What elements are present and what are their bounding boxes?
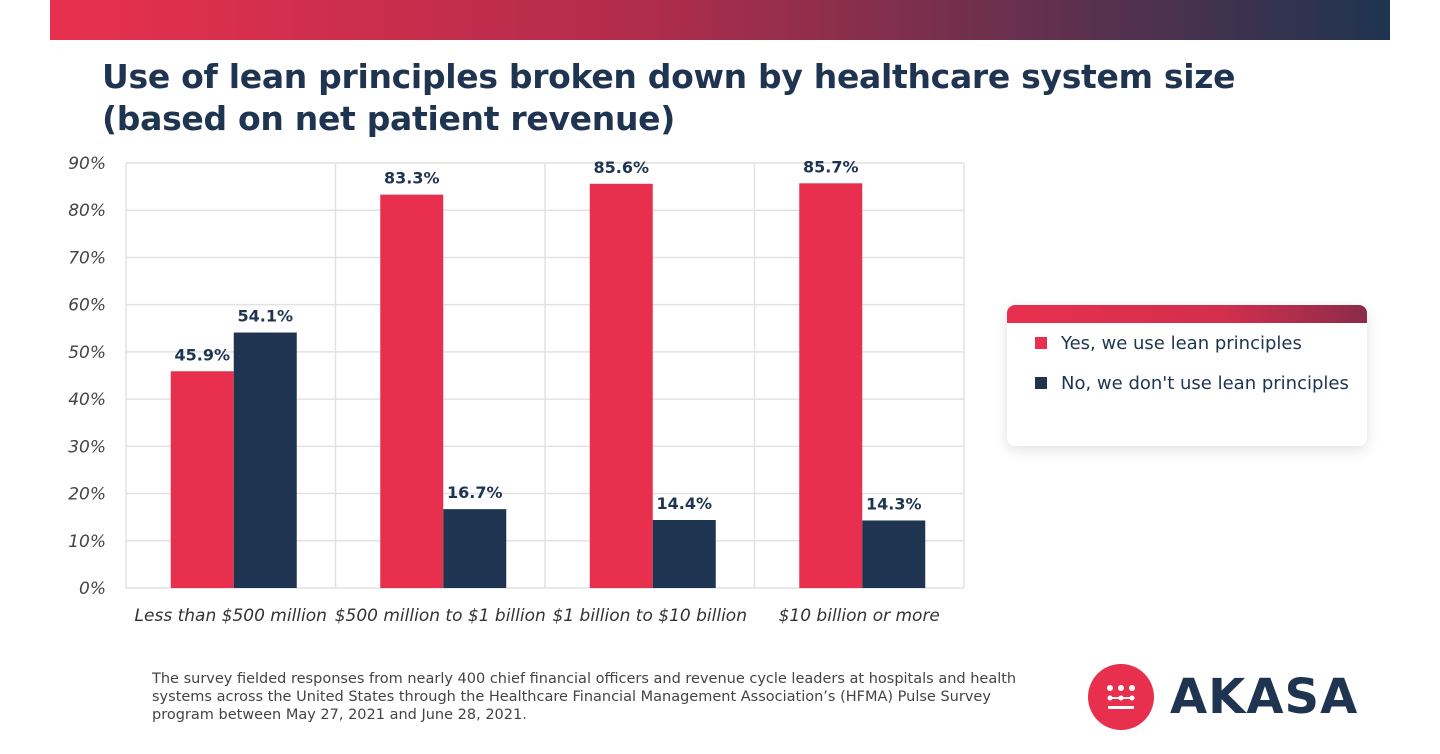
y-tick-label: 60% bbox=[68, 296, 106, 316]
y-tick-label: 30% bbox=[68, 437, 106, 457]
x-category-label: $10 billion or more bbox=[779, 606, 940, 626]
legend-item-yes: Yes, we use lean principles bbox=[1035, 323, 1367, 363]
x-category-label: Less than $500 million bbox=[135, 606, 327, 626]
legend-label: Yes, we use lean principles bbox=[1061, 332, 1302, 354]
data-label: 14.3% bbox=[866, 494, 922, 513]
bar bbox=[799, 183, 863, 589]
y-tick-label: 0% bbox=[79, 579, 106, 599]
data-label: 45.9% bbox=[174, 345, 230, 364]
data-label: 16.7% bbox=[447, 483, 503, 502]
y-tick-label: 10% bbox=[68, 532, 106, 552]
y-tick-label: 50% bbox=[68, 343, 106, 363]
x-category-label: $1 billion to $10 billion bbox=[553, 606, 747, 626]
legend-header-strip bbox=[1007, 305, 1367, 323]
footnote: The survey fielded responses from nearly… bbox=[152, 671, 1017, 723]
chart-title: Use of lean principles broken down by he… bbox=[102, 57, 1236, 138]
header-gradient-bar bbox=[50, 0, 1390, 40]
bar bbox=[170, 371, 234, 588]
bar bbox=[380, 194, 444, 588]
data-label: 85.7% bbox=[803, 157, 859, 176]
y-tick-label: 80% bbox=[68, 201, 106, 221]
data-label: 14.4% bbox=[656, 494, 712, 513]
bar bbox=[233, 332, 297, 588]
bar bbox=[862, 520, 926, 588]
y-tick-label: 20% bbox=[68, 485, 106, 505]
logo-mark-icon bbox=[1088, 664, 1154, 730]
legend-item-no: No, we don't use lean principles bbox=[1035, 363, 1367, 403]
bar bbox=[652, 520, 716, 588]
legend-swatch-no bbox=[1035, 377, 1047, 389]
data-label: 54.1% bbox=[237, 307, 293, 326]
legend: Yes, we use lean principles No, we don't… bbox=[1007, 305, 1367, 446]
bar bbox=[589, 183, 653, 588]
akasa-logo: AKASA bbox=[1088, 664, 1358, 730]
data-label: 85.6% bbox=[593, 158, 649, 177]
bar bbox=[443, 509, 507, 588]
y-tick-label: 90% bbox=[68, 154, 106, 174]
y-tick-label: 40% bbox=[68, 390, 106, 410]
x-category-label: $500 million to $1 billion bbox=[335, 606, 546, 626]
legend-label: No, we don't use lean principles bbox=[1061, 372, 1349, 394]
y-tick-label: 70% bbox=[68, 248, 106, 268]
logo-text: AKASA bbox=[1170, 669, 1359, 725]
legend-swatch-yes bbox=[1035, 337, 1047, 349]
data-label: 83.3% bbox=[384, 169, 440, 188]
